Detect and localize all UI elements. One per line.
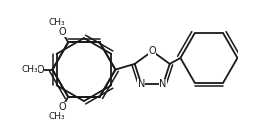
Text: CH₃: CH₃ [48,18,65,27]
Text: N: N [159,79,167,89]
Text: O: O [58,102,66,112]
Text: O: O [37,65,44,75]
Text: O: O [58,27,66,37]
Text: CH₃: CH₃ [48,112,65,121]
Text: N: N [138,79,145,89]
Text: CH₃: CH₃ [21,65,38,74]
Text: O: O [148,46,156,56]
